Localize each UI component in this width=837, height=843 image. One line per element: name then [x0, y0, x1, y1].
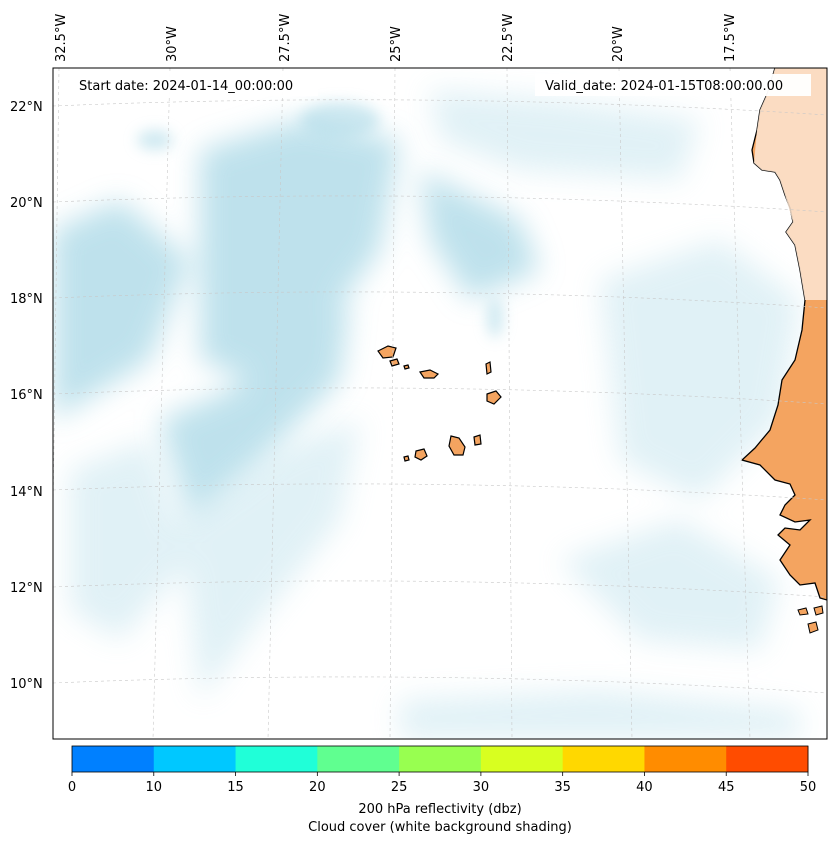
parallel-14N	[53, 483, 827, 501]
cloud-band-main	[200, 120, 400, 380]
colorbar-tick-label: 25	[391, 780, 408, 795]
parallel-20N	[53, 195, 827, 213]
graticule	[53, 68, 827, 739]
cloud-patch	[487, 298, 503, 338]
colorbar-segment	[235, 746, 318, 772]
meridian-22.5W	[506, 68, 513, 739]
cloud-band-bottom	[400, 690, 800, 739]
cloud-band-diagonal	[160, 300, 350, 520]
start-date-label: Start date: 2024-01-14_00:00:00	[79, 79, 293, 94]
lon-label: 27.5°W	[278, 14, 293, 62]
colorbar-segments	[72, 746, 809, 772]
island-santiago	[448, 435, 466, 456]
cloud-band-lower-west	[70, 440, 190, 640]
colorbar-label-line2: Cloud cover (white background shading)	[308, 820, 572, 835]
cloud-band-east	[600, 240, 800, 500]
longitude-labels: 32.5°W 30°W 27.5°W 25°W 22.5°W 20°W 17.5…	[54, 14, 738, 62]
lon-label: 25°W	[389, 26, 404, 62]
island-fogo	[414, 448, 428, 461]
colorbar-tick-label: 35	[554, 780, 571, 795]
cloud-band-mid	[420, 170, 540, 300]
lat-label: 16°N	[10, 388, 43, 403]
start-date-box	[68, 74, 318, 96]
land-gradient-north	[754, 68, 827, 300]
lat-label: 20°N	[10, 196, 43, 211]
colorbar-segment	[317, 746, 400, 772]
meridian-17.5W	[729, 68, 751, 739]
island-maio	[473, 434, 482, 446]
colorbar-segment	[480, 746, 564, 772]
lon-label: 17.5°W	[723, 14, 738, 62]
colorbar-tick-label: 40	[636, 780, 653, 795]
cloud-band-north	[430, 90, 700, 180]
parallel-16N	[53, 387, 827, 405]
island-santa-luzia	[403, 364, 410, 370]
colorbar-label-line1: 200 hPa reflectivity (dbz)	[358, 802, 521, 817]
colorbar-segment	[153, 746, 237, 772]
colorbar-tick-label: 10	[146, 780, 163, 795]
colorbar-tick-label: 0	[68, 780, 76, 795]
land-africa	[740, 68, 827, 634]
bijagos-island	[797, 607, 809, 616]
bijagos-island	[813, 605, 824, 616]
colorbar-segment	[562, 746, 645, 772]
meridian-25W	[389, 68, 396, 739]
parallel-18N	[53, 291, 827, 309]
colorbar-tick-label: 45	[718, 780, 735, 795]
lon-label: 20°W	[611, 26, 626, 62]
lat-label: 22°N	[10, 100, 43, 115]
parallel-12N	[53, 580, 827, 598]
island-sal	[485, 361, 492, 375]
cloud-band-southeast	[560, 520, 780, 650]
colorbar-segment	[644, 746, 727, 772]
valid-date-box	[535, 74, 811, 96]
colorbar-segment	[726, 746, 809, 772]
meridian-27.5W	[267, 68, 284, 739]
colorbar-ticks: 0 10 15 20 25 30 35 40 45 50	[68, 772, 816, 795]
lat-label: 10°N	[10, 677, 43, 692]
island-boa-vista	[486, 390, 502, 405]
meridian-30W	[152, 68, 171, 739]
colorbar-tick-label: 30	[473, 780, 490, 795]
lat-label: 14°N	[10, 485, 43, 500]
lon-label: 30°W	[165, 26, 180, 62]
lon-label: 32.5°W	[54, 14, 69, 62]
parallel-22N	[53, 99, 827, 116]
lat-label: 12°N	[10, 581, 43, 596]
valid-date-label: Valid_date: 2024-01-15T08:00:00.00	[545, 79, 783, 94]
island-sao-vicente	[389, 358, 400, 367]
colorbar: 0 10 15 20 25 30 35 40 45 50 200 hPa reflectivity…	[68, 745, 816, 835]
map-frame	[52, 67, 828, 740]
cloud-band-south	[180, 420, 360, 700]
parallel-10N	[53, 676, 827, 694]
colorbar-tick-label: 15	[227, 780, 244, 795]
colorbar-segment	[72, 746, 155, 772]
island-brava	[403, 455, 410, 462]
cloud-patch	[300, 102, 380, 138]
island-sao-nicolau	[419, 369, 440, 379]
lat-label: 18°N	[10, 292, 43, 307]
colorbar-tick-label: 50	[800, 780, 817, 795]
latitude-labels: 22°N 20°N 18°N 16°N 14°N 12°N 10°N	[10, 100, 43, 692]
bijagos-island	[807, 621, 819, 634]
colorbar-segment	[399, 746, 482, 772]
lon-label: 22.5°W	[501, 14, 516, 62]
meridian-20W	[618, 68, 633, 739]
colorbar-tick-label: 20	[309, 780, 326, 795]
colorbar-frame	[71, 745, 809, 773]
cloud-cover-shading	[53, 90, 800, 739]
cape-verde-islands	[377, 345, 502, 462]
island-santo-antao	[377, 345, 397, 359]
map-panel: Start date: 2024-01-14_00:00:00 Valid_da…	[53, 68, 827, 739]
cloud-patch	[137, 130, 173, 150]
cloud-band-west	[53, 200, 190, 420]
